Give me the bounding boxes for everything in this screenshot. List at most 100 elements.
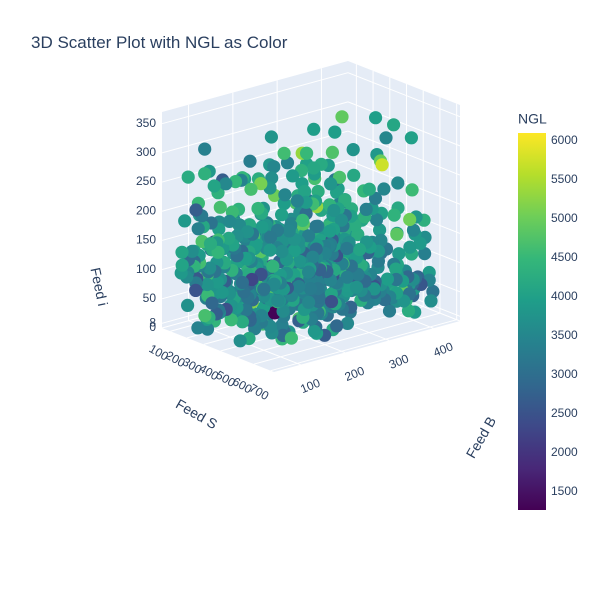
data-point[interactable] <box>277 146 291 160</box>
data-point[interactable] <box>181 170 195 184</box>
data-point[interactable] <box>181 298 195 312</box>
data-point[interactable] <box>390 227 404 241</box>
data-point[interactable] <box>296 213 310 227</box>
data-point[interactable] <box>235 275 249 290</box>
data-point[interactable] <box>200 277 214 292</box>
data-point[interactable] <box>375 158 389 172</box>
data-point[interactable] <box>387 208 401 222</box>
data-point[interactable] <box>222 231 236 245</box>
data-point[interactable] <box>334 213 348 227</box>
data-point[interactable] <box>235 315 249 329</box>
data-point[interactable] <box>380 272 394 286</box>
data-point[interactable] <box>327 203 341 218</box>
data-point[interactable] <box>198 142 212 156</box>
data-point[interactable] <box>267 160 281 174</box>
data-point[interactable] <box>371 254 385 268</box>
data-point[interactable] <box>189 203 203 217</box>
data-point[interactable] <box>198 167 212 181</box>
data-point[interactable] <box>418 247 432 261</box>
data-point[interactable] <box>243 154 257 168</box>
data-point[interactable] <box>404 131 418 145</box>
data-point[interactable] <box>298 184 312 198</box>
data-point[interactable] <box>335 110 349 124</box>
data-point[interactable] <box>175 245 189 259</box>
data-point[interactable] <box>240 225 255 239</box>
data-point[interactable] <box>189 283 203 297</box>
data-point[interactable] <box>300 146 314 160</box>
data-point[interactable] <box>287 244 301 258</box>
data-point[interactable] <box>185 244 199 258</box>
data-point[interactable] <box>251 201 265 216</box>
data-point[interactable] <box>203 237 218 251</box>
data-point[interactable] <box>271 294 285 308</box>
data-point[interactable] <box>275 208 289 222</box>
data-point[interactable] <box>403 212 417 227</box>
data-point[interactable] <box>263 230 278 244</box>
data-point[interactable] <box>264 130 278 144</box>
data-points[interactable] <box>174 110 440 348</box>
data-point[interactable] <box>347 168 361 182</box>
data-point[interactable] <box>254 177 268 191</box>
data-point[interactable] <box>213 200 227 214</box>
data-point[interactable] <box>175 258 189 272</box>
data-point[interactable] <box>286 169 300 183</box>
data-point[interactable] <box>325 145 339 159</box>
data-point[interactable] <box>302 295 316 309</box>
data-point[interactable] <box>200 322 215 336</box>
data-point[interactable] <box>255 220 269 234</box>
data-point[interactable] <box>302 265 316 279</box>
data-point[interactable] <box>203 261 217 275</box>
data-point[interactable] <box>406 223 421 237</box>
data-point[interactable] <box>263 243 277 257</box>
data-point[interactable] <box>389 262 403 276</box>
data-point[interactable] <box>265 171 279 185</box>
data-point[interactable] <box>207 179 221 193</box>
data-point[interactable] <box>346 143 360 157</box>
data-point[interactable] <box>222 214 237 228</box>
data-point[interactable] <box>340 270 354 284</box>
data-point[interactable] <box>379 131 393 145</box>
data-point[interactable] <box>377 182 391 196</box>
data-point[interactable] <box>211 245 225 259</box>
data-point[interactable] <box>328 125 342 139</box>
data-point[interactable] <box>275 244 289 259</box>
data-point[interactable] <box>324 295 339 309</box>
data-point[interactable] <box>403 240 417 254</box>
data-point[interactable] <box>330 319 344 333</box>
data-point[interactable] <box>373 223 387 237</box>
data-point[interactable] <box>215 285 229 299</box>
data-point[interactable] <box>282 224 296 238</box>
data-point[interactable] <box>405 183 419 197</box>
data-point[interactable] <box>324 177 338 191</box>
data-point[interactable] <box>278 188 292 202</box>
data-point[interactable] <box>257 282 271 296</box>
data-point[interactable] <box>224 313 238 327</box>
data-point[interactable] <box>292 254 307 268</box>
data-point[interactable] <box>382 304 397 318</box>
data-point[interactable] <box>198 309 212 323</box>
data-point[interactable] <box>340 241 354 256</box>
data-point[interactable] <box>267 277 281 291</box>
data-point[interactable] <box>244 182 258 196</box>
data-point[interactable] <box>219 177 233 191</box>
data-point[interactable] <box>369 213 384 227</box>
data-point[interactable] <box>359 202 373 216</box>
data-point[interactable] <box>367 282 381 296</box>
data-point[interactable] <box>284 331 298 345</box>
data-point[interactable] <box>391 176 405 190</box>
data-point[interactable] <box>362 182 376 196</box>
data-point[interactable] <box>309 219 323 234</box>
data-point[interactable] <box>387 118 401 132</box>
data-point[interactable] <box>352 242 367 257</box>
data-point[interactable] <box>349 280 364 294</box>
data-point[interactable] <box>392 247 406 261</box>
data-point[interactable] <box>191 222 205 236</box>
data-point[interactable] <box>191 321 205 335</box>
data-point[interactable] <box>233 334 247 348</box>
data-point[interactable] <box>424 294 438 308</box>
data-point[interactable] <box>178 214 192 228</box>
data-point[interactable] <box>302 229 316 243</box>
data-point[interactable] <box>306 250 320 264</box>
data-point[interactable] <box>205 296 219 310</box>
